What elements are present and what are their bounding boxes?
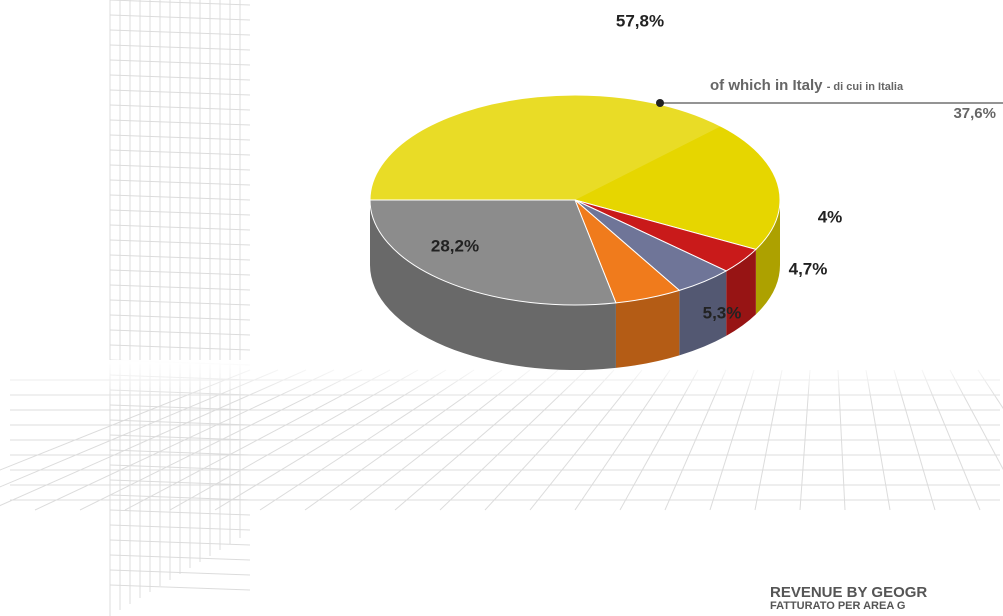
data-label: 57,8%: [616, 11, 664, 30]
deco-line: [109, 209, 251, 216]
deco-line: [109, 134, 251, 141]
deco-line: [109, 74, 251, 81]
deco-line: [109, 194, 251, 201]
annotation-main: of which in Italy: [710, 77, 823, 94]
data-label: 4%: [818, 207, 843, 226]
deco-line: [109, 434, 251, 441]
deco-fade: [0, 360, 1003, 400]
data-label: 4,7%: [789, 259, 828, 278]
deco-line: [109, 314, 251, 321]
deco-line: [109, 14, 251, 21]
deco-line: [109, 344, 251, 351]
data-label: 28,2%: [431, 236, 479, 255]
deco-line: [109, 509, 251, 516]
deco-line: [109, 464, 251, 471]
deco-line: [109, 584, 251, 591]
leader-dot: [656, 99, 664, 107]
deco-line: [109, 164, 251, 171]
deco-line: [109, 539, 251, 546]
deco-line: [109, 284, 251, 291]
chart-title: REVENUE BY GEOGR: [770, 584, 927, 601]
slice-side: [755, 200, 780, 315]
deco-line: [109, 404, 251, 411]
deco-line: [109, 29, 251, 36]
deco-line: [109, 449, 251, 456]
annotation-value: 37,6%: [953, 105, 996, 122]
deco-line: [109, 104, 251, 111]
annotation: of which in Italy - di cui in Italia 37,…: [656, 77, 1003, 122]
slice: [369, 94, 781, 250]
deco-line: [109, 269, 251, 276]
annotation-text: of which in Italy - di cui in Italia: [710, 77, 904, 94]
deco-line: [109, 479, 251, 486]
data-label: 5,3%: [703, 303, 742, 322]
deco-line: [109, 0, 251, 6]
annotation-sub: - di cui in Italia: [827, 81, 904, 93]
deco-line: [109, 299, 251, 306]
deco-line: [109, 329, 251, 336]
deco-line: [109, 569, 251, 576]
deco-line: [109, 494, 251, 501]
italy-share: [370, 95, 721, 200]
deco-line: [109, 119, 251, 126]
chart-subtitle: FATTURATO PER AREA G: [770, 600, 905, 612]
deco-line: [109, 224, 251, 231]
slice-side: [370, 200, 616, 370]
deco-line: [109, 44, 251, 51]
slice-side: [726, 249, 756, 336]
deco-line: [109, 149, 251, 156]
deco-line: [109, 59, 251, 66]
slice-side: [615, 290, 680, 368]
slice-side: [679, 270, 727, 356]
deco-line: [109, 524, 251, 531]
deco-line: [109, 89, 251, 96]
slice: [369, 199, 617, 306]
deco-line: [109, 239, 251, 246]
deco-line: [109, 554, 251, 561]
deco-line: [109, 419, 251, 426]
deco-line: [109, 179, 251, 186]
deco-line: [109, 254, 251, 261]
pie: 57,8% 4% 4,7% 5,3% 28,2%: [369, 11, 843, 370]
